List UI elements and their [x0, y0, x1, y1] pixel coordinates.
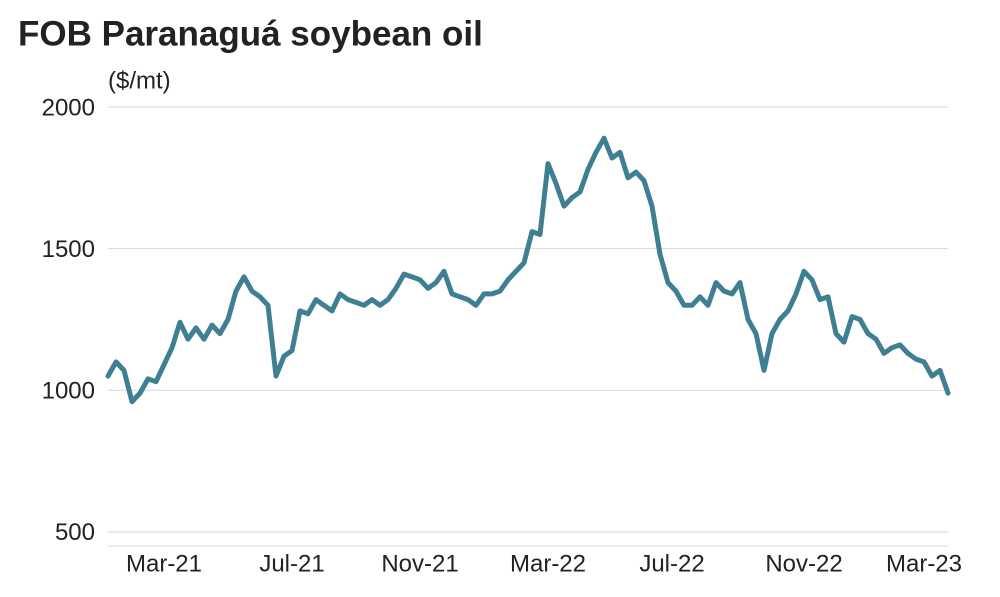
y-tick-label: 1500	[42, 236, 95, 263]
y-axis-label: ($/mt)	[108, 67, 171, 94]
chart-title: FOB Paranaguá soybean oil	[18, 14, 483, 53]
x-tick-label: Jul-21	[259, 550, 324, 577]
x-tick-label: Nov-22	[765, 550, 842, 577]
x-tick-label: Nov-21	[381, 550, 458, 577]
y-tick-label: 1000	[42, 378, 95, 405]
x-tick-label: Mar-21	[126, 550, 202, 577]
x-tick-label: Jul-22	[639, 550, 704, 577]
data-line	[105, 135, 951, 405]
x-tick-label: Mar-22	[510, 550, 586, 577]
y-tick-label: 2000	[42, 94, 95, 121]
x-tick-label: Mar-23	[886, 550, 962, 577]
y-tick-label: 500	[55, 519, 95, 546]
